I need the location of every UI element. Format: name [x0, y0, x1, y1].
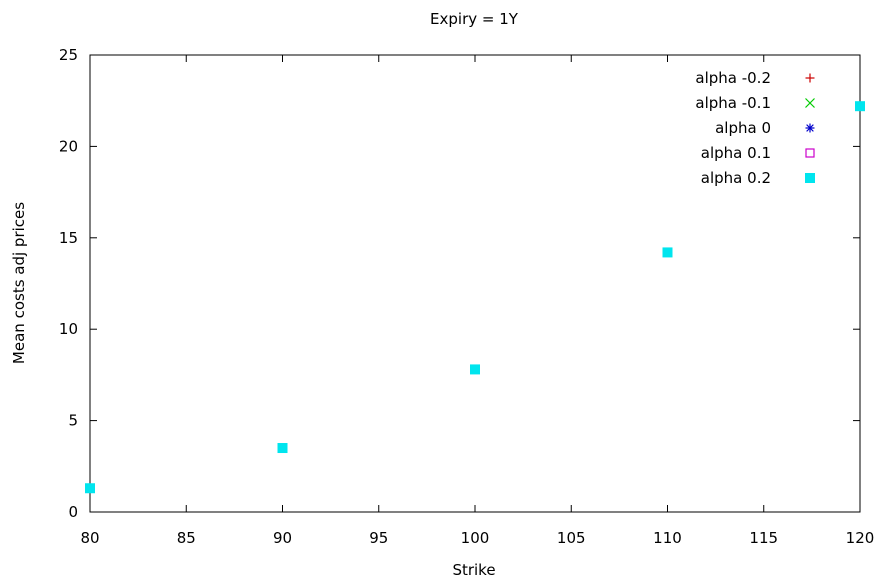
legend-marker: [805, 173, 815, 183]
x-tick-label: 95: [369, 529, 388, 547]
y-axis-label: Mean costs adj prices: [10, 202, 28, 364]
data-point: [662, 247, 673, 258]
legend-marker: [805, 123, 815, 133]
legend-marker: [805, 148, 815, 158]
x-tick-label: 90: [273, 529, 292, 547]
chart-title: Expiry = 1Y: [430, 10, 519, 28]
y-tick-label: 25: [59, 46, 78, 64]
legend-marker: [805, 73, 815, 83]
legend-label: alpha -0.2: [695, 69, 771, 87]
axis-ticks: [89, 54, 861, 513]
x-tick-label: 100: [461, 529, 490, 547]
x-tick-label: 120: [846, 529, 875, 547]
x-tick-label: 105: [557, 529, 586, 547]
y-tick-label: 5: [68, 412, 78, 430]
legend-label: alpha 0: [715, 119, 771, 137]
data-point: [855, 101, 865, 112]
x-tick-label: 85: [177, 529, 196, 547]
data-point: [470, 364, 480, 375]
y-tick-label: 20: [59, 137, 78, 155]
x-axis-label: Strike: [452, 561, 495, 579]
x-tick-label: 110: [653, 529, 682, 547]
legend-marker: [805, 98, 815, 108]
y-tick-label: 10: [59, 320, 78, 338]
y-tick-label: 15: [59, 229, 78, 247]
legend-label: alpha -0.1: [695, 94, 771, 112]
data-points: [85, 101, 865, 494]
data-point: [277, 443, 288, 454]
axis-tick-labels: 80 85 90 95 100 105 110 115 120 0 5 10 15 20 25: [59, 46, 874, 547]
legend-label: alpha 0.1: [701, 144, 771, 162]
data-point: [85, 483, 95, 494]
legend-label: alpha 0.2: [701, 169, 771, 187]
legend: alpha -0.2 alpha -0.1 alpha 0 alpha 0.1 alph…: [695, 69, 815, 187]
y-tick-label: 0: [68, 503, 78, 521]
x-tick-label: 115: [749, 529, 778, 547]
x-tick-label: 80: [80, 529, 99, 547]
